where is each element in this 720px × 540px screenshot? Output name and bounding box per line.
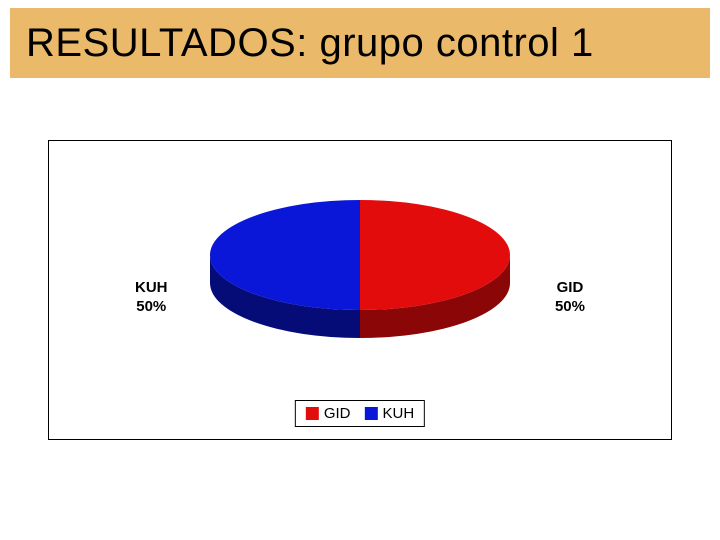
legend-swatch-kuh	[365, 407, 378, 420]
legend-label-kuh: KUH	[383, 405, 415, 422]
legend-item-gid: GID	[306, 405, 351, 422]
slice-label-kuh-name: KUH	[135, 279, 168, 296]
slice-label-gid-name: GID	[557, 279, 584, 296]
pie-svg	[200, 185, 520, 355]
slice-label-gid: GID 50%	[555, 279, 585, 317]
slice-label-kuh: KUH 50%	[135, 279, 168, 317]
legend-item-kuh: KUH	[365, 405, 415, 422]
pie-chart-container: KUH 50% GID 50% GID KUH	[48, 140, 672, 440]
slice-label-kuh-pct: 50%	[136, 298, 166, 315]
title-bar: RESULTADOS: grupo control 1	[10, 8, 710, 78]
slide-root: RESULTADOS: grupo control 1 KUH 50% GID	[0, 0, 720, 540]
page-title: RESULTADOS: grupo control 1	[26, 21, 594, 66]
legend-label-gid: GID	[324, 405, 351, 422]
legend-swatch-gid	[306, 407, 319, 420]
slice-label-gid-pct: 50%	[555, 298, 585, 315]
pie-chart	[200, 185, 520, 355]
chart-legend: GID KUH	[295, 400, 425, 427]
